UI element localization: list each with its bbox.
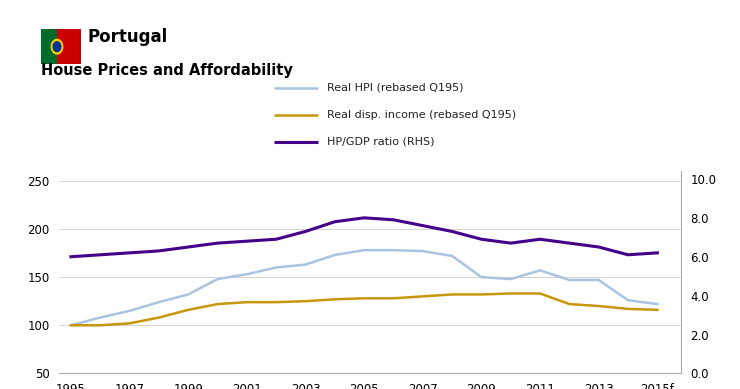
Circle shape [51,39,63,54]
Text: Real disp. income (rebased Q195): Real disp. income (rebased Q195) [327,110,517,120]
Text: HP/GDP ratio (RHS): HP/GDP ratio (RHS) [327,137,434,147]
Text: Portugal: Portugal [87,28,167,46]
Circle shape [53,42,61,52]
FancyBboxPatch shape [41,29,57,64]
Text: House Prices and Affordability: House Prices and Affordability [41,63,292,77]
FancyBboxPatch shape [57,29,81,64]
Text: Real HPI (rebased Q195): Real HPI (rebased Q195) [327,82,463,93]
